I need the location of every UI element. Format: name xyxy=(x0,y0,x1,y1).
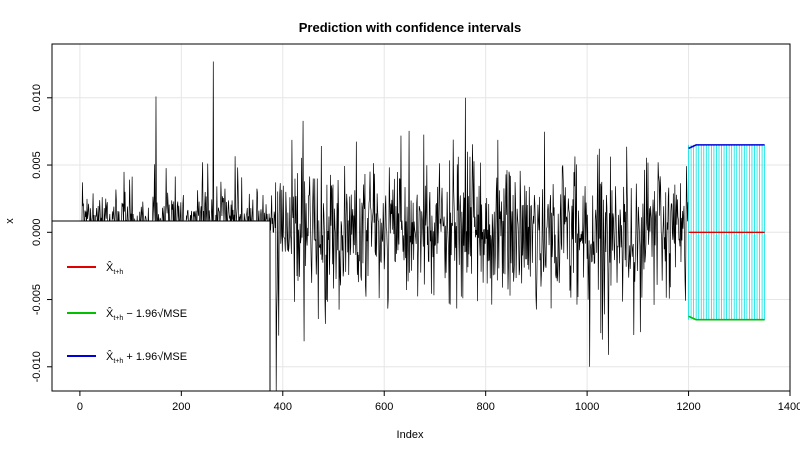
x-tick-label-5: 1000 xyxy=(575,401,599,413)
x-tick-label-6: 1200 xyxy=(676,401,700,413)
x-tick-label-7: 1400 xyxy=(778,401,800,413)
axes: 0 200 400 600 800 1000 1200 1400 -0.010 -0.005 0.0… xyxy=(31,43,800,413)
legend-label-0: X̂t+h xyxy=(106,260,123,276)
plot-frame xyxy=(51,43,791,392)
legend-label-1: X̂t+h − 1.96√MSE xyxy=(106,306,187,322)
x-tick-label-4: 800 xyxy=(476,401,494,413)
x-axis-label: Index xyxy=(397,429,424,441)
x-tick-label-3: 600 xyxy=(375,401,393,413)
x-tick-label-0: 0 xyxy=(77,401,83,413)
x-tick-label-2: 400 xyxy=(274,401,292,413)
legend: X̂t+h X̂t+h − 1.96√MSE X̂t+h + 1.96√MSE xyxy=(51,220,271,392)
y-tick-label-2: 0.000 xyxy=(31,219,43,247)
y-tick-label-1: -0.005 xyxy=(31,284,43,315)
chart-title: Prediction with confidence intervals xyxy=(299,20,522,35)
y-axis-label: x xyxy=(4,218,16,224)
y-tick-label-3: 0.005 xyxy=(31,151,43,179)
forecast-group xyxy=(688,144,766,321)
y-tick-label-0: -0.010 xyxy=(31,351,43,382)
y-tick-label-4: 0.010 xyxy=(31,84,43,112)
upper-bound-line xyxy=(688,144,765,150)
legend-label-2: X̂t+h + 1.96√MSE xyxy=(106,349,187,365)
legend-box xyxy=(51,220,271,392)
lower-bound-line xyxy=(688,315,765,321)
x-tick-label-1: 200 xyxy=(172,401,190,413)
